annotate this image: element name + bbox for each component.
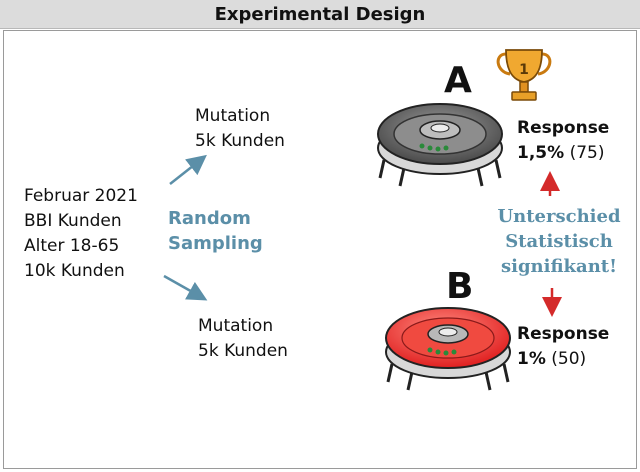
significance-line: Unterschied <box>497 206 621 227</box>
variant-a-response: Response 1,5% (75) <box>517 116 609 166</box>
population-line: BBI Kunden <box>24 211 122 231</box>
variant-a-label: A <box>444 60 472 101</box>
response-a-heading: Response <box>517 118 610 138</box>
sampling-line: Sampling <box>168 233 263 254</box>
group-bottom-label: Mutation 5k Kunden <box>198 314 288 364</box>
group-bottom-line: 5k Kunden <box>198 341 288 361</box>
population-line: Alter 18-65 <box>24 236 120 256</box>
variant-b-label: B <box>446 266 474 307</box>
robot-vacuum-red-icon <box>385 307 511 391</box>
diagram-frame <box>3 30 637 469</box>
population-line: 10k Kunden <box>24 261 125 281</box>
trophy-number: 1 <box>519 62 529 78</box>
variant-b-response: Response 1% (50) <box>517 322 609 372</box>
response-a-count: (75) <box>569 143 605 163</box>
response-a-value-line: 1,5% (75) <box>517 141 609 166</box>
response-a-rate: 1,5% <box>517 143 565 163</box>
response-b-count: (50) <box>551 349 587 369</box>
population-line: Februar 2021 <box>24 186 138 206</box>
random-sampling-label: Random Sampling <box>168 206 263 256</box>
group-top-line: Mutation <box>195 106 271 126</box>
significance-label: Unterschied Statistisch signifikant! <box>494 204 624 279</box>
response-b-value-line: 1% (50) <box>517 347 609 372</box>
group-top-line: 5k Kunden <box>195 131 285 151</box>
response-b-heading: Response <box>517 324 610 344</box>
header-bar: Experimental Design <box>0 0 640 29</box>
group-top-label: Mutation 5k Kunden <box>195 104 285 154</box>
arrow-to-group-bottom <box>163 274 208 301</box>
trophy-icon: 1 <box>496 49 552 101</box>
robot-vacuum-gray-icon <box>377 103 503 187</box>
page-title: Experimental Design <box>214 3 426 25</box>
response-b-rate: 1% <box>517 349 546 369</box>
significance-line: Statistisch <box>505 231 613 252</box>
sampling-line: Random <box>168 208 251 229</box>
arrow-to-group-top <box>169 154 207 185</box>
group-bottom-line: Mutation <box>198 316 274 336</box>
population-label: Februar 2021 BBI Kunden Alter 18-65 10k … <box>24 184 138 284</box>
significance-line: signifikant! <box>500 256 617 277</box>
